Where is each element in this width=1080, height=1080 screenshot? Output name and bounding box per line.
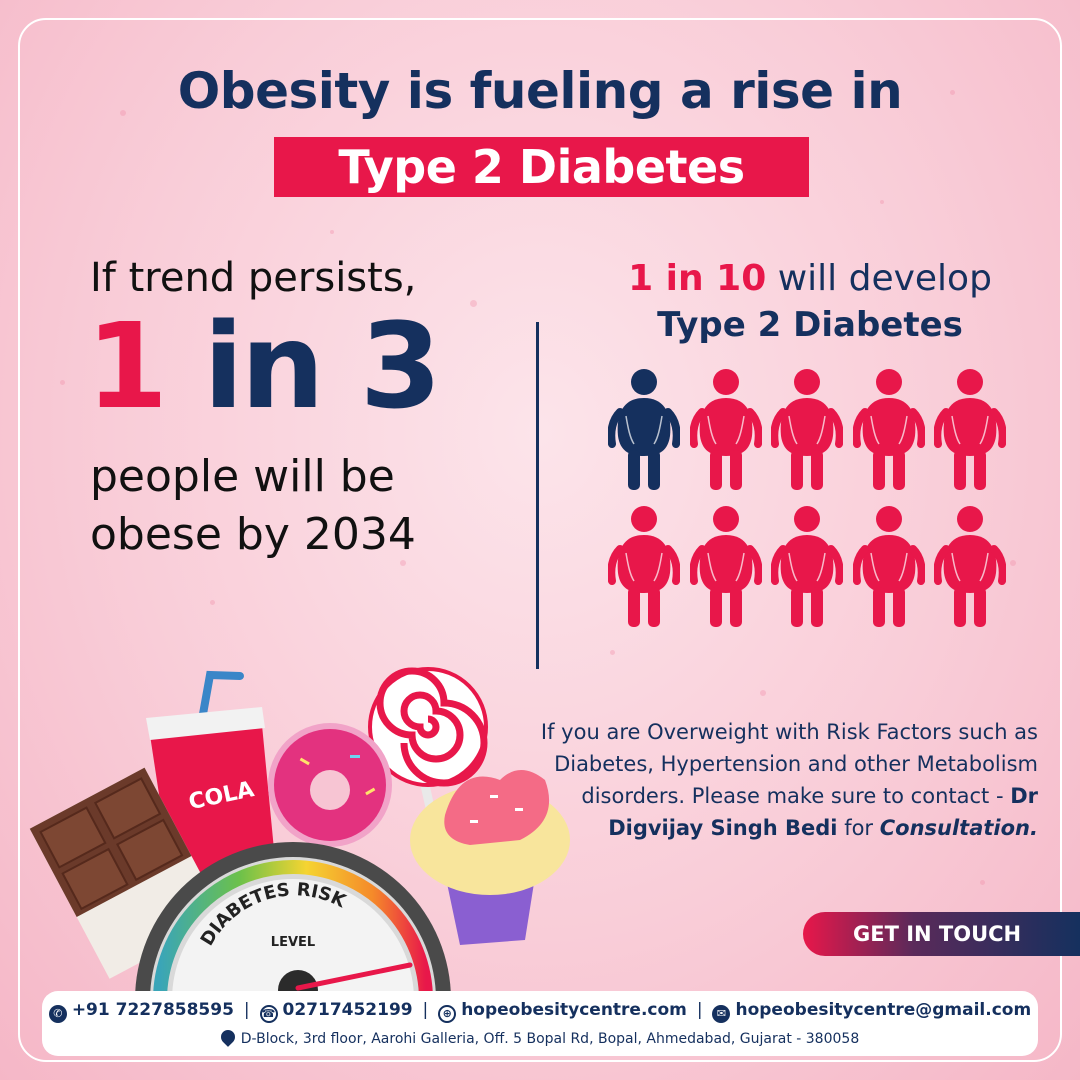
trend-outcome-line1: people will be	[90, 451, 395, 502]
person-icon	[688, 505, 763, 629]
diabetes-stat-line2: Type 2 Diabetes	[657, 305, 963, 345]
separator: |	[243, 1000, 250, 1020]
headline-line1: Obesity is fueling a rise in	[177, 62, 903, 120]
person-icon	[770, 368, 844, 492]
consultation-word: Consultation.	[879, 816, 1038, 840]
doctor-name: Dr Digvijay Singh Bedi	[608, 784, 1038, 840]
trend-outcome: people will be obese by 2034	[90, 448, 416, 564]
person-icon	[851, 368, 926, 492]
trend-intro: If trend persists,	[90, 255, 417, 301]
location-pin-icon	[217, 1027, 238, 1047]
stat-number-red: 1	[86, 297, 168, 435]
white-frame	[18, 18, 1062, 1062]
message-text: If you are Overweight with Risk Factors …	[540, 720, 1038, 808]
get-in-touch-button[interactable]: GET IN TOUCH	[803, 912, 1080, 956]
separator: |	[696, 1000, 703, 1020]
stat-number-rest: in 3	[165, 297, 442, 435]
phone-number[interactable]: +91 7227858595	[71, 1000, 234, 1020]
divider-line	[536, 322, 539, 669]
contact-row: ✆ +91 7227858595 | ☎ 02717452199 | ⊕ hopeob…	[42, 1000, 1038, 1023]
person-icon	[607, 505, 681, 629]
consultation-message: If you are Overweight with Risk Factors …	[518, 716, 1038, 844]
website-link[interactable]: hopeobesitycentre.com	[461, 1000, 687, 1020]
landline-number[interactable]: 02717452199	[282, 1000, 413, 1020]
person-icon	[851, 505, 926, 629]
email-link[interactable]: hopeobesitycentre@gmail.com	[735, 1000, 1032, 1020]
mail-icon: ✉	[712, 1005, 731, 1023]
diabetes-stat-red: 1 in 10	[628, 258, 767, 299]
person-icon	[933, 505, 1007, 629]
headline-highlight: Type 2 Diabetes	[274, 137, 809, 197]
person-icon	[607, 368, 681, 492]
trend-outcome-line2: obese by 2034	[90, 509, 416, 560]
globe-icon: ⊕	[438, 1005, 457, 1023]
message-for: for	[837, 816, 880, 840]
diabetes-stat-rest: will develop	[766, 258, 992, 299]
phone-icon: ✆	[48, 1005, 67, 1023]
person-icon	[770, 505, 844, 629]
person-icon	[688, 368, 763, 492]
landline-icon: ☎	[259, 1005, 278, 1023]
person-icon	[933, 368, 1007, 492]
contact-footer: ✆ +91 7227858595 | ☎ 02717452199 | ⊕ hopeob…	[42, 991, 1038, 1056]
separator: |	[422, 1000, 429, 1020]
stat-1-in-3: 1 in 3	[86, 304, 442, 429]
address-text: D-Block, 3rd floor, Aarohi Galleria, Off…	[240, 1031, 860, 1047]
diabetes-stat-line1: 1 in 10 will develop	[560, 258, 1060, 299]
address-row: D-Block, 3rd floor, Aarohi Galleria, Off…	[42, 1027, 1038, 1047]
